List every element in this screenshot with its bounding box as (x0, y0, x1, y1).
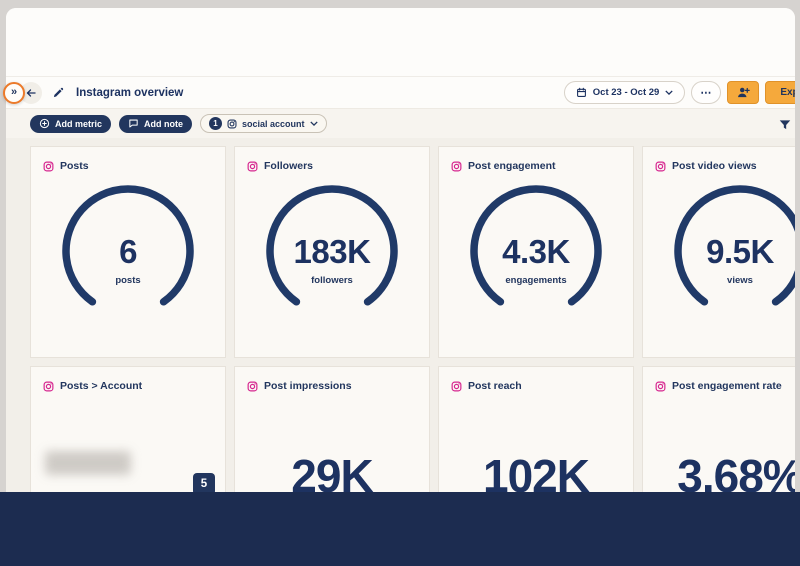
more-options-button[interactable]: ⋯ (691, 81, 722, 104)
share-report-button[interactable] (727, 81, 760, 104)
report-title: Instagram overview (76, 86, 184, 99)
metric-value: 6 (119, 233, 137, 270)
metric-unit: posts (115, 275, 141, 286)
gauge-arc (470, 185, 602, 306)
account-filter-label: social account (242, 118, 305, 129)
metric-value: 9.5K (706, 233, 774, 270)
back-arrow-icon (26, 88, 36, 97)
metric-card-title: Post engagement (468, 160, 556, 172)
instagram-icon (451, 381, 462, 391)
metric-card-title: Posts > Account (60, 380, 143, 392)
filter-button[interactable] (777, 117, 793, 133)
metric-card-title: Post reach (468, 380, 522, 392)
sidebar-expand-button[interactable]: » (3, 82, 25, 104)
metric-card-post-video-views: Post video views 9.5K views (642, 146, 795, 358)
metric-value: 29K (291, 450, 373, 492)
add-metric-label: Add metric (55, 118, 103, 129)
date-range-button[interactable]: Oct 23 - Oct 29 (563, 81, 686, 104)
double-chevron-right-icon: » (10, 86, 18, 98)
metric-card-title: Post video views (672, 160, 757, 172)
gauge-chart: 6 posts (43, 175, 213, 347)
metric-value: 4.3K (502, 233, 570, 270)
instagram-icon (43, 161, 54, 171)
person-add-icon (737, 87, 750, 98)
metric-card-post-reach: Post reach 102K (438, 366, 634, 492)
add-note-button[interactable]: Add note (119, 114, 193, 133)
gauge-arc (62, 185, 194, 306)
instagram-icon (43, 381, 54, 391)
metric-value: 102K (483, 450, 590, 492)
metric-card-title: Posts (60, 160, 89, 172)
instagram-icon (247, 381, 258, 391)
metric-unit: views (727, 275, 753, 286)
edit-title-button[interactable] (48, 83, 68, 103)
metric-card-post-engagement-rate: Post engagement rate 3.68% (642, 366, 795, 492)
header-actions: Oct 23 - Oct 29 ⋯ Export (563, 81, 795, 104)
gauge-chart: 183K followers (247, 175, 417, 347)
redacted-account-name (45, 451, 131, 475)
window-top-strip (6, 8, 795, 76)
metric-card-post-engagement: Post engagement 4.3K engagements (438, 146, 634, 358)
metric-card-posts: Posts 6 posts (30, 146, 226, 358)
metric-card-title: Followers (264, 160, 314, 172)
chevron-down-icon (309, 121, 318, 126)
gauge-arc (674, 185, 795, 306)
filter-funnel-icon (779, 120, 791, 130)
metric-card-post-impressions: Post impressions 29K (234, 366, 430, 492)
metric-card-title: Post impressions (264, 380, 352, 392)
metric-unit: engagements (505, 275, 567, 286)
gauge-chart: 4.3K engagements (451, 175, 621, 347)
instagram-icon (655, 161, 666, 171)
metric-value: 3.68% (677, 450, 795, 492)
metric-card-posts-by-account: Posts > Account 5 (30, 366, 226, 492)
back-button[interactable] (20, 81, 42, 104)
gauge-arc (266, 185, 398, 306)
report-canvas: Posts 6 posts Followers (6, 138, 795, 492)
footer-band (0, 492, 800, 566)
note-bubble-icon (129, 119, 138, 128)
metric-card-followers: Followers 183K followers (234, 146, 430, 358)
gauge-chart: 9.5K views (655, 175, 795, 347)
plus-circle-icon (39, 118, 50, 129)
instagram-icon (247, 161, 258, 171)
instagram-icon (451, 161, 462, 171)
ellipsis-icon: ⋯ (700, 87, 713, 99)
date-range-label: Oct 23 - Oct 29 (592, 87, 660, 98)
account-count-badge: 1 (209, 117, 223, 130)
app-window: Instagram overview Oct 23 - Oct 29 ⋯ Exp… (6, 8, 795, 492)
pencil-icon (53, 87, 64, 97)
metric-value: 183K (293, 233, 371, 270)
metric-card-title: Post engagement rate (672, 380, 782, 392)
report-header: Instagram overview Oct 23 - Oct 29 ⋯ Exp… (6, 76, 795, 108)
metric-unit: followers (311, 275, 353, 286)
report-toolbar: Add metric Add note 1 social account (6, 108, 795, 138)
instagram-icon (227, 119, 237, 128)
calendar-icon (576, 87, 586, 97)
social-account-filter[interactable]: 1 social account (200, 114, 327, 133)
chevron-down-icon (665, 90, 673, 95)
add-metric-button[interactable]: Add metric (30, 114, 112, 133)
metric-grid: Posts 6 posts Followers (30, 146, 795, 492)
account-posts-count: 5 (193, 473, 215, 492)
instagram-icon (655, 381, 666, 391)
export-label: Export (780, 87, 795, 98)
add-note-label: Add note (144, 118, 184, 129)
export-button[interactable]: Export (765, 81, 795, 104)
